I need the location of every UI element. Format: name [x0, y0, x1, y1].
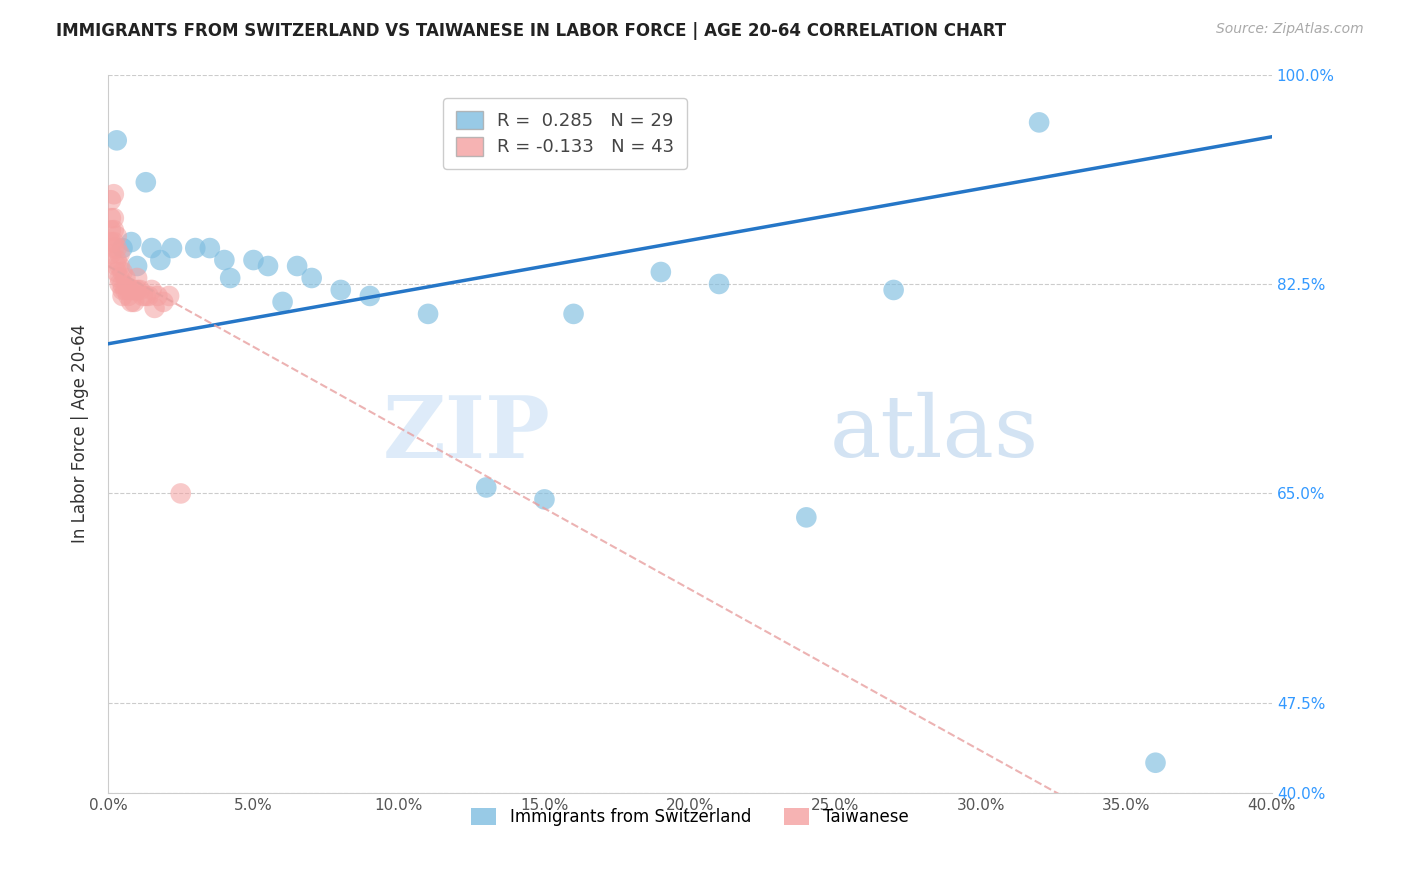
Point — [105, 241, 128, 255]
Point — [105, 229, 128, 244]
Point — [301, 271, 323, 285]
Point — [105, 133, 128, 147]
Point — [475, 480, 498, 494]
Point — [127, 259, 149, 273]
Point — [143, 301, 166, 315]
Point — [242, 253, 264, 268]
Point — [111, 283, 134, 297]
Text: ZIP: ZIP — [382, 392, 550, 475]
Point — [149, 253, 172, 268]
Point — [111, 241, 134, 255]
Point — [111, 289, 134, 303]
Point — [650, 265, 672, 279]
Point — [103, 235, 125, 249]
Point — [117, 289, 139, 303]
Point — [105, 253, 128, 268]
Point — [883, 283, 905, 297]
Point — [122, 283, 145, 297]
Point — [111, 265, 134, 279]
Point — [141, 241, 163, 255]
Point — [184, 241, 207, 255]
Point — [108, 259, 131, 273]
Point — [100, 223, 122, 237]
Point — [127, 271, 149, 285]
Point — [100, 193, 122, 207]
Point — [108, 277, 131, 291]
Point — [160, 241, 183, 255]
Point — [138, 289, 160, 303]
Point — [114, 283, 136, 297]
Point — [105, 259, 128, 273]
Point — [533, 492, 555, 507]
Point — [1028, 115, 1050, 129]
Point — [135, 289, 157, 303]
Point — [132, 289, 155, 303]
Point — [129, 283, 152, 297]
Point — [100, 247, 122, 261]
Point — [271, 294, 294, 309]
Y-axis label: In Labor Force | Age 20-64: In Labor Force | Age 20-64 — [72, 324, 89, 543]
Point — [141, 283, 163, 297]
Point — [122, 294, 145, 309]
Point — [108, 271, 131, 285]
Point — [214, 253, 236, 268]
Legend: Immigrants from Switzerland, Taiwanese: Immigrants from Switzerland, Taiwanese — [463, 800, 917, 835]
Point — [100, 211, 122, 226]
Point — [157, 289, 180, 303]
Point — [100, 235, 122, 249]
Point — [120, 235, 142, 249]
Point — [120, 294, 142, 309]
Text: atlas: atlas — [830, 392, 1039, 475]
Point — [117, 283, 139, 297]
Point — [219, 271, 242, 285]
Point — [103, 223, 125, 237]
Point — [794, 510, 817, 524]
Text: IMMIGRANTS FROM SWITZERLAND VS TAIWANESE IN LABOR FORCE | AGE 20-64 CORRELATION : IMMIGRANTS FROM SWITZERLAND VS TAIWANESE… — [56, 22, 1007, 40]
Point — [103, 187, 125, 202]
Point — [359, 289, 381, 303]
Point — [1144, 756, 1167, 770]
Point — [562, 307, 585, 321]
Point — [103, 211, 125, 226]
Point — [111, 277, 134, 291]
Point — [329, 283, 352, 297]
Point — [135, 175, 157, 189]
Point — [108, 247, 131, 261]
Point — [103, 241, 125, 255]
Point — [198, 241, 221, 255]
Point — [105, 265, 128, 279]
Point — [127, 283, 149, 297]
Point — [170, 486, 193, 500]
Point — [114, 271, 136, 285]
Point — [285, 259, 308, 273]
Point — [707, 277, 730, 291]
Point — [120, 283, 142, 297]
Text: Source: ZipAtlas.com: Source: ZipAtlas.com — [1216, 22, 1364, 37]
Point — [146, 289, 169, 303]
Point — [416, 307, 439, 321]
Point — [152, 294, 174, 309]
Point — [257, 259, 280, 273]
